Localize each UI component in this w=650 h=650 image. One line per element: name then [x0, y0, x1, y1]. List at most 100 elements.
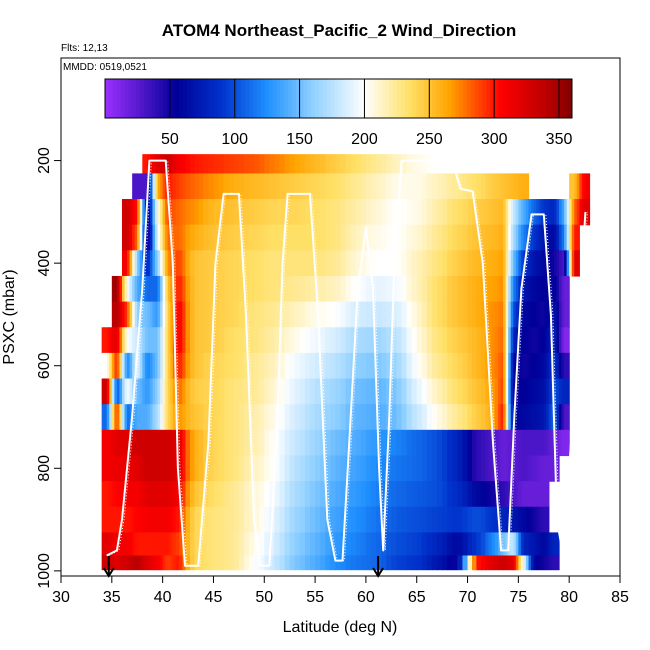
- heatmap-cell: [426, 352, 433, 380]
- heatmap-cell: [208, 327, 215, 354]
- heatmap-cell: [488, 199, 493, 226]
- colorbar-segment: [171, 79, 176, 118]
- heatmap-cell: [505, 481, 509, 508]
- heatmap-cell: [452, 506, 458, 533]
- heatmap-cell: [416, 250, 423, 277]
- heatmap-cell: [185, 455, 191, 482]
- heatmap-cell: [396, 429, 403, 457]
- heatmap-cell: [553, 301, 558, 328]
- heatmap-cell: [175, 250, 180, 277]
- x-tick-label: 80: [560, 589, 578, 606]
- heatmap-cell: [467, 250, 473, 277]
- heatmap-cell: [269, 301, 276, 328]
- heatmap-cell: [442, 455, 448, 482]
- heatmap-cell: [182, 378, 187, 405]
- heatmap-cell: [452, 429, 458, 457]
- heatmap-cell: [355, 199, 362, 226]
- heatmap-cell: [238, 173, 245, 200]
- heatmap-cell: [111, 455, 115, 482]
- heatmap-cell: [471, 429, 478, 457]
- heatmap-cell: [259, 173, 265, 200]
- heatmap-cell: [510, 327, 514, 354]
- heatmap-cell: [189, 154, 195, 174]
- heatmap-cell: [259, 199, 265, 226]
- heatmap-cell: [149, 506, 154, 533]
- heatmap-cell: [350, 378, 357, 405]
- heatmap-cell: [142, 275, 146, 303]
- colorbar-segment: [389, 79, 394, 118]
- heatmap-cell: [548, 378, 552, 405]
- colorbar-segment: [322, 79, 328, 118]
- heatmap-cell: [574, 250, 578, 277]
- heatmap-cell: [442, 224, 448, 251]
- heatmap-cell: [274, 173, 281, 200]
- heatmap-cell: [498, 429, 502, 457]
- heatmap-cell: [157, 429, 161, 457]
- heatmap-cell: [284, 250, 291, 277]
- heatmap-cell: [304, 378, 311, 405]
- heatmap-cell: [365, 352, 372, 380]
- heatmap-cell: [345, 327, 352, 354]
- heatmap-cell: [533, 455, 537, 482]
- heatmap-cell: [157, 506, 161, 533]
- heatmap-cell: [551, 250, 555, 277]
- heatmap-cell: [421, 224, 428, 251]
- heatmap-cell: [279, 555, 286, 571]
- heatmap-cell: [566, 327, 570, 354]
- heatmap-cell: [144, 404, 148, 431]
- heatmap-cell: [160, 455, 164, 482]
- heatmap-cell: [134, 250, 138, 277]
- heatmap-cell: [365, 301, 372, 328]
- heatmap-cell: [485, 378, 490, 405]
- heatmap-cell: [194, 327, 200, 354]
- heatmap-cell: [467, 404, 473, 431]
- heatmap-cell: [104, 481, 108, 508]
- heatmap-cell: [144, 481, 148, 508]
- heatmap-cell: [228, 404, 235, 431]
- heatmap-cell: [259, 301, 265, 328]
- colorbar-segment: [280, 79, 285, 118]
- heatmap-cell: [315, 378, 321, 405]
- heatmap-cell: [233, 404, 240, 431]
- heatmap-cell: [104, 429, 108, 457]
- heatmap-cell: [165, 250, 169, 277]
- heatmap-cell: [523, 224, 527, 251]
- heatmap-cell: [119, 301, 123, 328]
- heatmap-cell: [233, 275, 240, 303]
- heatmap-cell: [259, 154, 265, 174]
- heatmap-cell: [289, 224, 296, 251]
- heatmap-cell: [525, 481, 530, 508]
- heatmap-cell: [142, 301, 146, 328]
- heatmap-cell: [315, 352, 321, 380]
- y-tick-label: 800: [36, 455, 53, 482]
- heatmap-cell: [485, 455, 490, 482]
- heatmap-cell: [491, 275, 496, 303]
- heatmap-cell: [386, 301, 392, 328]
- heatmap-cell: [494, 327, 499, 354]
- heatmap-cell: [576, 250, 580, 277]
- heatmap-cell: [165, 224, 169, 251]
- heatmap-cell: [335, 455, 342, 482]
- heatmap-cell: [149, 378, 154, 405]
- heatmap-cell: [391, 173, 397, 200]
- heatmap-cell: [513, 481, 517, 508]
- heatmap-cell: [139, 455, 143, 482]
- heatmap-cell: [480, 506, 486, 533]
- heatmap-cell: [462, 555, 469, 571]
- heatmap-cell: [360, 275, 367, 303]
- heatmap-cell: [447, 352, 453, 380]
- heatmap-cell: [289, 555, 296, 571]
- heatmap-cell: [518, 327, 522, 354]
- heatmap-cell: [340, 352, 347, 380]
- heatmap-cell: [194, 199, 200, 226]
- heatmap-cell: [111, 404, 115, 431]
- heatmap-cell: [259, 455, 265, 482]
- heatmap-cell: [299, 455, 306, 482]
- heatmap-cell: [310, 173, 316, 200]
- heatmap-cell: [566, 199, 570, 226]
- heatmap-cell: [391, 352, 397, 380]
- heatmap-cell: [208, 301, 215, 328]
- heatmap-cell: [462, 506, 469, 533]
- colorbar-segment: [299, 79, 304, 118]
- heatmap-cell: [172, 275, 177, 303]
